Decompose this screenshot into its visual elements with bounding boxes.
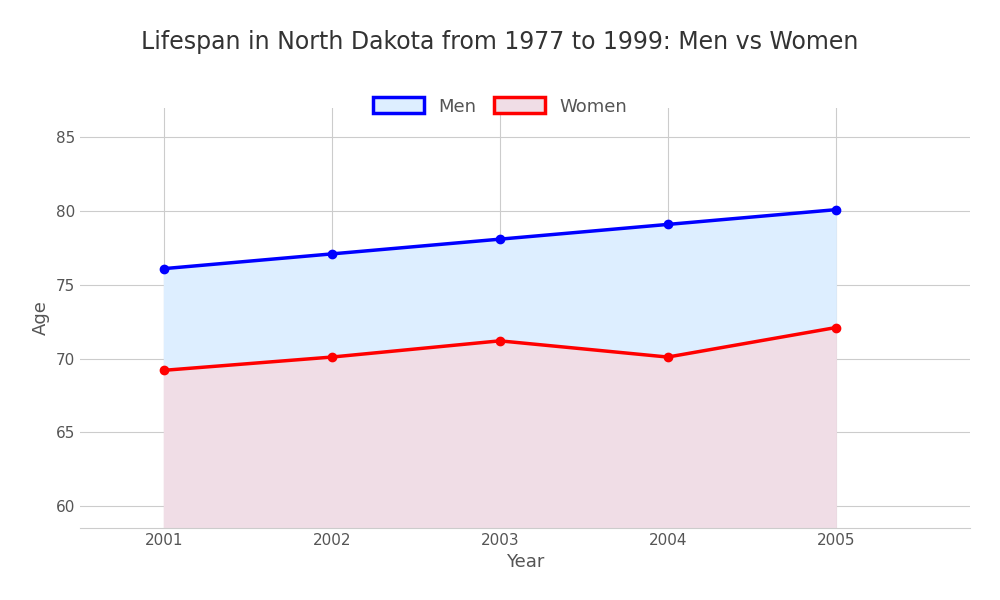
Legend: Men, Women: Men, Women <box>366 90 634 123</box>
Text: Lifespan in North Dakota from 1977 to 1999: Men vs Women: Lifespan in North Dakota from 1977 to 19… <box>141 30 859 54</box>
Y-axis label: Age: Age <box>32 301 50 335</box>
X-axis label: Year: Year <box>506 553 544 571</box>
